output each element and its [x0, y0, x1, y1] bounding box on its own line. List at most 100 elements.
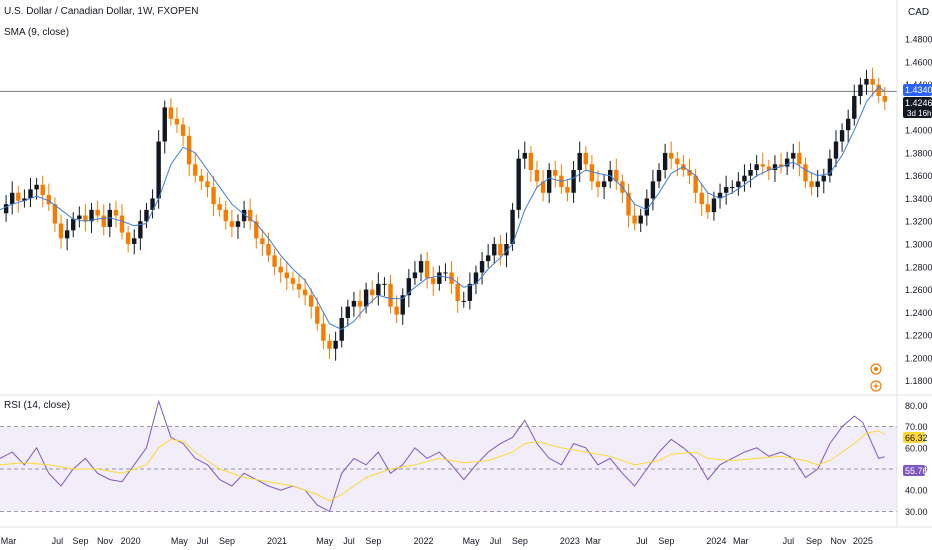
- time-tick-label: 2020: [121, 536, 141, 546]
- candle-body: [791, 152, 796, 159]
- price-tick-label: 1.34000: [905, 194, 932, 204]
- price-tick-label: 1.28000: [905, 262, 932, 272]
- candle-body: [10, 192, 15, 205]
- time-tick-label: May: [316, 536, 334, 546]
- time-tick-label: Nov: [97, 536, 114, 546]
- candle-body: [370, 289, 375, 296]
- candle-body: [247, 209, 253, 222]
- candle-body: [363, 289, 369, 307]
- candle-body: [199, 175, 204, 182]
- candle-body: [22, 198, 27, 201]
- candle-body: [601, 181, 607, 188]
- candle-body: [827, 158, 833, 176]
- time-tick-label: Jul: [490, 536, 502, 546]
- candle-body: [150, 198, 155, 210]
- time-tick-label: Mar: [1, 536, 17, 546]
- candle-body: [406, 278, 412, 296]
- candle-body: [418, 261, 424, 273]
- candle-body: [711, 198, 717, 213]
- price-tick-label: 1.32000: [905, 217, 932, 227]
- candle-body: [565, 187, 570, 193]
- time-tick-label: Sep: [219, 536, 235, 546]
- candle-body: [455, 283, 460, 301]
- candle-body: [3, 204, 9, 214]
- rsi-ma-badge: [903, 432, 925, 443]
- candle-body: [77, 215, 82, 219]
- time-tick-label: 2024: [706, 536, 726, 546]
- time-tick-label: Jul: [343, 536, 355, 546]
- candle-body: [95, 209, 100, 216]
- candle-body: [144, 209, 149, 222]
- candle-body: [583, 152, 588, 165]
- candle-body: [229, 221, 235, 227]
- candle-body: [101, 215, 106, 227]
- candle-body: [315, 306, 320, 324]
- candle-body: [852, 96, 857, 119]
- candle-body: [431, 278, 436, 284]
- candle-body: [16, 192, 21, 201]
- rsi-tick-label: 30.00: [905, 507, 928, 517]
- candle-body: [717, 192, 723, 199]
- candle-body: [52, 204, 58, 224]
- candle-body: [589, 164, 595, 182]
- candle-body: [485, 255, 491, 262]
- candle-body: [71, 218, 76, 231]
- candle-body: [333, 340, 338, 349]
- candle-body: [388, 283, 393, 307]
- candle-body: [83, 215, 88, 222]
- candle-body: [119, 215, 125, 233]
- candle-body: [193, 164, 198, 176]
- candle-body: [498, 244, 503, 256]
- candle-body: [699, 192, 704, 205]
- candle-body: [168, 107, 174, 119]
- sma-value-text: 1.43402: [905, 85, 932, 95]
- candle-body: [656, 170, 662, 182]
- candle-body: [400, 295, 405, 315]
- candle-body: [864, 78, 869, 85]
- candle-body: [882, 96, 887, 102]
- candle-body: [235, 221, 241, 227]
- candle-body: [687, 170, 692, 176]
- candle-body: [766, 166, 772, 170]
- candle-body: [534, 170, 540, 182]
- candle-body: [632, 215, 637, 224]
- candle-body: [644, 198, 650, 216]
- time-tick-label: Jul: [636, 536, 648, 546]
- rsi-value-badge: [903, 465, 925, 476]
- time-tick-label: Sep: [365, 536, 381, 546]
- candle-body: [778, 164, 784, 167]
- price-pane[interactable]: 1.18000 1.20000 1.22000 1.24000 1.26000 1.280…: [0, 35, 932, 387]
- candle-body: [693, 175, 698, 193]
- candle-body: [638, 215, 643, 224]
- candle-body: [46, 195, 52, 205]
- candle-body: [302, 289, 308, 296]
- candle-body: [424, 261, 430, 279]
- candle-body: [345, 306, 351, 318]
- rsi-ma-line: [0, 430, 886, 502]
- candle-body: [675, 158, 680, 165]
- sma-line: [0, 86, 886, 330]
- candle-body: [522, 152, 527, 159]
- dividend-event-icon[interactable]: [870, 363, 882, 375]
- candle-body: [662, 152, 668, 170]
- candle-body: [815, 181, 820, 188]
- candle-body: [437, 272, 442, 284]
- time-axis[interactable]: Mar Jul Sep Nov 2020 May Jul Sep 2021 May Jul Sep 20…: [1, 536, 873, 546]
- price-tick-label: 1.22000: [905, 331, 932, 341]
- time-tick-label: Sep: [658, 536, 674, 546]
- candle-body: [748, 170, 753, 176]
- time-tick-label: Jul: [197, 536, 209, 546]
- candle-body: [546, 170, 552, 193]
- earnings-flag-icon[interactable]: [870, 380, 882, 392]
- currency-label: CAD: [908, 7, 929, 18]
- candle-body: [266, 244, 271, 256]
- candle-body: [540, 181, 546, 193]
- candle-body: [614, 170, 619, 182]
- time-tick-label: Mar: [585, 536, 601, 546]
- rsi-tick-label: 40.00: [905, 486, 928, 496]
- price-tick-label: 1.30000: [905, 240, 932, 250]
- candle-body: [351, 300, 357, 307]
- candle-body: [211, 187, 216, 205]
